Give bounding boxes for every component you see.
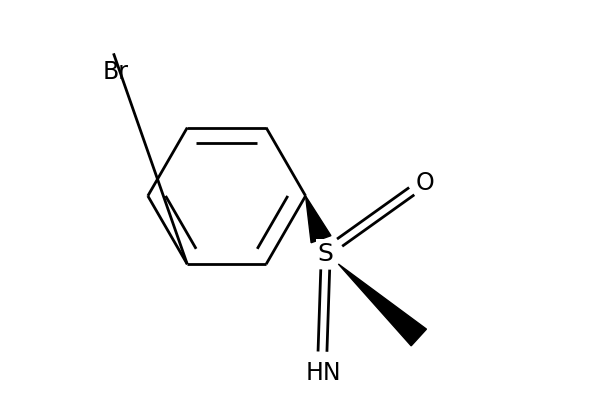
Polygon shape: [338, 264, 426, 346]
Polygon shape: [305, 196, 331, 243]
Text: S: S: [318, 241, 334, 265]
Text: HN: HN: [306, 360, 341, 384]
Text: Br: Br: [102, 59, 128, 83]
Text: O: O: [416, 170, 434, 194]
